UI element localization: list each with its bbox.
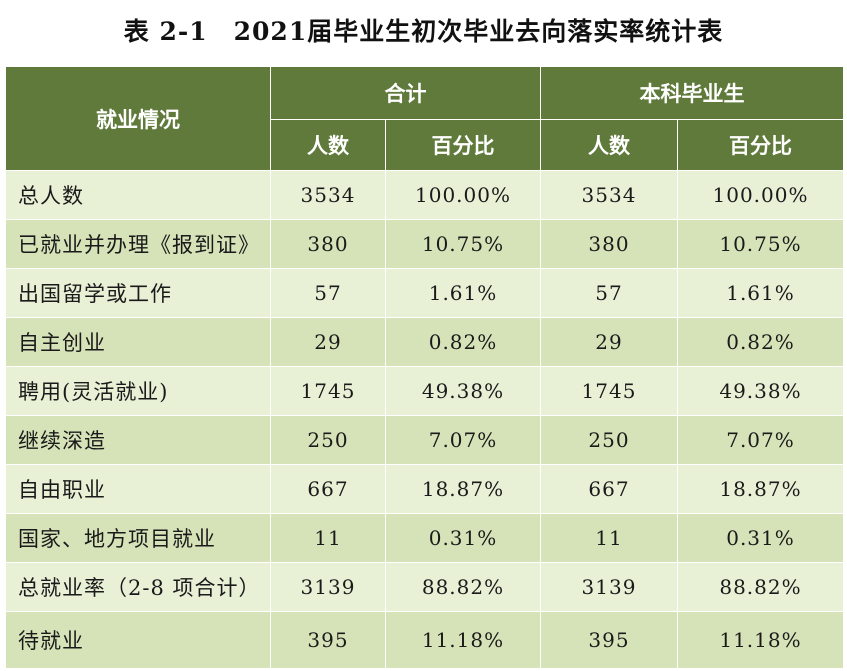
total-percent-cell: 0.31% [385,513,541,563]
row-label: 已就业并办理《报到证》 [5,219,271,269]
undergrad-percent-cell: 49.38% [677,366,844,416]
total-count-cell: 3534 [270,170,386,220]
header-undergrad-percent: 百分比 [677,119,844,171]
total-count-cell: 57 [270,268,386,318]
table-row: 聘用(灵活就业) 1745 49.38% 1745 49.38% [5,366,844,416]
row-label: 国家、地方项目就业 [5,513,271,563]
table-title: 表 2-1 2021届毕业生初次毕业去向落实率统计表 [0,10,847,54]
undergrad-count-cell: 667 [540,464,678,514]
table-row: 待就业 395 11.18% 395 11.18% [5,611,844,669]
table-row: 出国留学或工作 57 1.61% 57 1.61% [5,268,844,318]
undergrad-count-cell: 29 [540,317,678,367]
undergrad-percent-cell: 7.07% [677,415,844,465]
header-undergraduate: 本科毕业生 [540,66,844,120]
undergrad-percent-cell: 10.75% [677,219,844,269]
total-percent-cell: 1.61% [385,268,541,318]
undergrad-count-cell: 11 [540,513,678,563]
undergrad-count-cell: 395 [540,611,678,669]
table-row: 总就业率（2-8 项合计） 3139 88.82% 3139 88.82% [5,562,844,612]
total-percent-cell: 11.18% [385,611,541,669]
total-count-cell: 250 [270,415,386,465]
header-undergrad-count: 人数 [540,119,678,171]
undergrad-percent-cell: 18.87% [677,464,844,514]
header-total-count: 人数 [270,119,386,171]
row-label: 自由职业 [5,464,271,514]
total-count-cell: 29 [270,317,386,367]
total-percent-cell: 18.87% [385,464,541,514]
table-body: 总人数 3534 100.00% 3534 100.00% 已就业并办理《报到证》 380 1… [5,170,844,669]
table-row: 自由职业 667 18.87% 667 18.87% [5,464,844,514]
employment-stats-table: 就业情况 合计 本科毕业生 人数 百分比 人数 百分比 总人数 3534 100.0… [5,66,844,669]
table-row: 自主创业 29 0.82% 29 0.82% [5,317,844,367]
undergrad-percent-cell: 0.82% [677,317,844,367]
undergrad-count-cell: 380 [540,219,678,269]
row-label: 继续深造 [5,415,271,465]
total-count-cell: 11 [270,513,386,563]
total-count-cell: 380 [270,219,386,269]
row-label: 自主创业 [5,317,271,367]
undergrad-count-cell: 3139 [540,562,678,612]
table-row: 国家、地方项目就业 11 0.31% 11 0.31% [5,513,844,563]
table-row: 已就业并办理《报到证》 380 10.75% 380 10.75% [5,219,844,269]
undergrad-count-cell: 250 [540,415,678,465]
table-row: 继续深造 250 7.07% 250 7.07% [5,415,844,465]
total-percent-cell: 10.75% [385,219,541,269]
undergrad-percent-cell: 11.18% [677,611,844,669]
total-percent-cell: 88.82% [385,562,541,612]
total-percent-cell: 7.07% [385,415,541,465]
total-count-cell: 3139 [270,562,386,612]
row-label: 总就业率（2-8 项合计） [5,562,271,612]
total-percent-cell: 49.38% [385,366,541,416]
total-count-cell: 667 [270,464,386,514]
undergrad-count-cell: 1745 [540,366,678,416]
row-label: 待就业 [5,611,271,669]
table-row: 总人数 3534 100.00% 3534 100.00% [5,170,844,220]
undergrad-percent-cell: 100.00% [677,170,844,220]
row-label: 聘用(灵活就业) [5,366,271,416]
undergrad-percent-cell: 88.82% [677,562,844,612]
header-total-percent: 百分比 [385,119,541,171]
row-label: 出国留学或工作 [5,268,271,318]
total-count-cell: 1745 [270,366,386,416]
total-count-cell: 395 [270,611,386,669]
undergrad-count-cell: 3534 [540,170,678,220]
undergrad-percent-cell: 0.31% [677,513,844,563]
total-percent-cell: 100.00% [385,170,541,220]
header-total: 合计 [270,66,541,120]
undergrad-percent-cell: 1.61% [677,268,844,318]
table-title-text: 2021届毕业生初次毕业去向落实率统计表 [233,17,724,46]
total-percent-cell: 0.82% [385,317,541,367]
header-employment-status: 就业情况 [5,66,271,171]
undergrad-count-cell: 57 [540,268,678,318]
row-label: 总人数 [5,170,271,220]
table-number: 表 2-1 [123,17,208,46]
